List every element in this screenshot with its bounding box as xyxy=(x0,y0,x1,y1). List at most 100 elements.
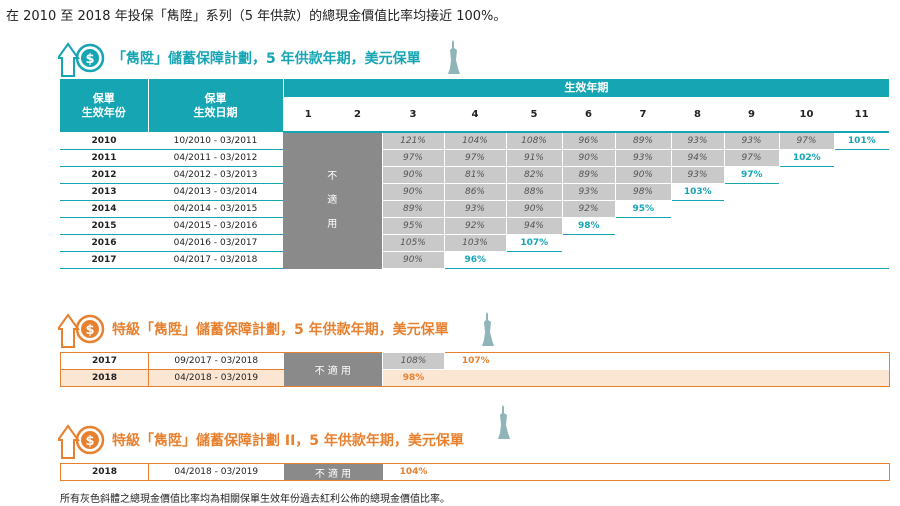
effective-period-cell: 04/2018 - 03/2019 xyxy=(148,369,284,387)
historical-ratio-cell: 98% xyxy=(614,183,672,201)
policy-year-cell: 2013 xyxy=(60,183,148,201)
historical-ratio-cell: 105% xyxy=(381,234,445,252)
table-row: 2018 04/2018 - 03/2019 98% xyxy=(60,369,890,387)
table-row: 2010 10/2010 - 03/2011 不適用 121% 104% 108% 96% 8… xyxy=(60,131,890,269)
historical-ratio-cell: 95% xyxy=(381,217,445,235)
historical-ratio-cell: 97% xyxy=(381,149,445,167)
policy-year-3: 3 xyxy=(382,97,444,133)
policy-year-7: 7 xyxy=(615,97,671,133)
policy-year-10: 10 xyxy=(779,97,834,133)
effective-period-cell: 04/2018 - 03/2019 xyxy=(174,467,259,477)
policy-year-cell: 2011 xyxy=(60,149,148,167)
historical-ratio-cell: 93% xyxy=(443,200,507,218)
column-header-period: 保單 生效日期 xyxy=(148,79,284,132)
historical-ratio-cell: 92% xyxy=(561,200,616,218)
historical-ratio-cell: 92% xyxy=(443,217,507,235)
section2-title: 特級「雋陞」儲蓄保障計劃，5 年供款年期，美元保單 xyxy=(112,322,449,338)
empty-cell xyxy=(562,235,889,252)
svg-text:$: $ xyxy=(85,434,94,449)
effective-period-cell: 04/2016 - 03/2017 xyxy=(148,234,283,252)
column-header-year: 保單 生效年份 xyxy=(60,79,149,132)
policy-year-1: 1 xyxy=(283,97,333,133)
empty-cell xyxy=(779,167,889,184)
latest-ratio-cell: 102% xyxy=(778,149,834,167)
policy-year-header-row: 1 2 3 4 5 6 7 8 9 10 11 xyxy=(60,97,890,133)
not-applicable-char: 適 xyxy=(327,194,338,206)
policy-year-6: 6 xyxy=(562,97,615,133)
table-row: 2013 04/2013 - 03/2014 90% 86% 88% 93% 98% 103% xyxy=(60,183,889,201)
empty-cell xyxy=(724,184,889,201)
policy-year-cell: 2010 xyxy=(60,132,148,150)
latest-ratio-cell: 95% xyxy=(614,200,671,218)
policy-year-8: 8 xyxy=(671,97,724,133)
policy-year-cell: 2015 xyxy=(60,217,148,235)
latest-ratio-cell: 98% xyxy=(561,217,615,235)
section2-table: 2017 09/2017 - 03/2018 不 適 用 108% 107% 2018 04… xyxy=(60,352,890,387)
policy-year-cell: 2014 xyxy=(60,200,148,218)
historical-ratio-cell: 104% xyxy=(443,131,507,150)
section1-title: 「雋陞」儲蓄保障計劃，5 年供款年期，美元保單 xyxy=(112,51,421,67)
table-row: 2011 04/2011 - 03/2012 97% 97% 91% 90% 93% 94% 9… xyxy=(60,149,889,167)
headline: 在 2010 至 2018 年投保「雋陞」系列（5 年供款）的總現金價值比率均接… xyxy=(6,9,507,24)
policy-year-9: 9 xyxy=(724,97,779,133)
historical-ratio-cell: 89% xyxy=(381,200,445,218)
table-row: 2012 04/2012 - 03/2013 90% 81% 82% 89% 90% 93% 9… xyxy=(60,166,889,184)
latest-ratio-cell: 103% xyxy=(670,183,724,201)
policy-year-4: 4 xyxy=(444,97,506,133)
section3-heading: $ 特級「雋陞」儲蓄保障計劃 II，5 年供款年期，美元保單 xyxy=(58,420,464,460)
section1-heading: $ 「雋陞」儲蓄保障計劃，5 年供款年期，美元保單 xyxy=(58,38,421,78)
empty-cell xyxy=(834,150,889,167)
table-row: 2014 04/2014 - 03/2015 89% 93% 90% 92% 95% xyxy=(60,200,889,218)
historical-ratio-cell: 94% xyxy=(505,217,563,235)
historical-ratio-cell: 91% xyxy=(505,149,563,167)
historical-ratio-cell: 90% xyxy=(561,149,616,167)
historical-ratio-cell: 96% xyxy=(561,131,616,150)
historical-ratio-cell: 88% xyxy=(505,183,563,201)
effective-period-cell: 04/2017 - 03/2018 xyxy=(148,251,283,269)
historical-ratio-cell: 97% xyxy=(723,149,780,167)
policy-year-2: 2 xyxy=(333,97,382,133)
historical-ratio-cell: 90% xyxy=(505,200,563,218)
policy-year-cell: 2016 xyxy=(60,234,148,252)
table-row: 2017 04/2017 - 03/2018 90% 96% xyxy=(60,251,890,269)
dollar-growth-icon: $ xyxy=(58,313,105,348)
svg-text:$: $ xyxy=(85,323,94,338)
not-applicable-cell: 不 適 用 xyxy=(283,463,383,481)
empty-cell xyxy=(506,251,890,269)
not-applicable-char: 不 xyxy=(327,170,338,182)
policy-year-cell: 2012 xyxy=(60,166,148,184)
policy-year-cell: 2018 xyxy=(60,463,149,481)
table-row: 2016 04/2016 - 03/2017 105% 103% 107% xyxy=(60,234,889,252)
historical-ratio-cell: 103% xyxy=(443,234,507,252)
policy-year-cell: 2017 xyxy=(60,251,148,269)
table-row: 2018 04/2018 - 03/2019 不 適 用 104% xyxy=(60,463,890,481)
historical-ratio-cell: 108% xyxy=(382,352,445,370)
section3-table: 2018 04/2018 - 03/2019 不 適 用 104% xyxy=(60,463,890,481)
latest-ratio-cell: 107% xyxy=(505,234,562,252)
historical-ratio-cell: 82% xyxy=(505,166,563,184)
empty-cell xyxy=(615,218,889,235)
section3-title: 特級「雋陞」儲蓄保障計劃 II，5 年供款年期，美元保單 xyxy=(112,433,464,449)
latest-ratio-cell: 101% xyxy=(833,132,890,150)
statue-of-liberty-icon xyxy=(448,40,460,74)
latest-ratio-cell: 107% xyxy=(461,356,490,367)
not-applicable-cell: 不適用 xyxy=(283,132,382,269)
statue-of-liberty-icon xyxy=(482,312,494,346)
historical-ratio-cell: 90% xyxy=(614,166,672,184)
policy-year-11: 11 xyxy=(834,97,890,133)
effective-period-cell: 04/2014 - 03/2015 xyxy=(148,200,283,218)
historical-ratio-cell: 121% xyxy=(381,131,445,150)
svg-text:$: $ xyxy=(85,52,94,67)
historical-ratio-cell: 97% xyxy=(443,149,507,167)
historical-ratio-cell: 94% xyxy=(670,149,725,167)
effective-period-cell: 04/2015 - 03/2016 xyxy=(148,217,283,235)
historical-ratio-cell: 90% xyxy=(381,251,445,269)
table-row: 2015 04/2015 - 03/2016 95% 92% 94% 98% xyxy=(60,217,889,235)
historical-ratio-cell: 93% xyxy=(614,149,672,167)
dollar-growth-icon: $ xyxy=(58,42,105,77)
historical-ratio-cell: 93% xyxy=(670,131,725,150)
section1-table: 保單 生效年份 保單 生效日期 生效年期 1 2 3 4 5 6 7 8 9 10 11 2010 1… xyxy=(60,79,890,269)
effective-period-cell: 09/2017 - 03/2018 xyxy=(148,352,284,370)
historical-ratio-cell: 86% xyxy=(443,183,507,201)
not-applicable-cell: 不 適 用 xyxy=(283,352,383,387)
